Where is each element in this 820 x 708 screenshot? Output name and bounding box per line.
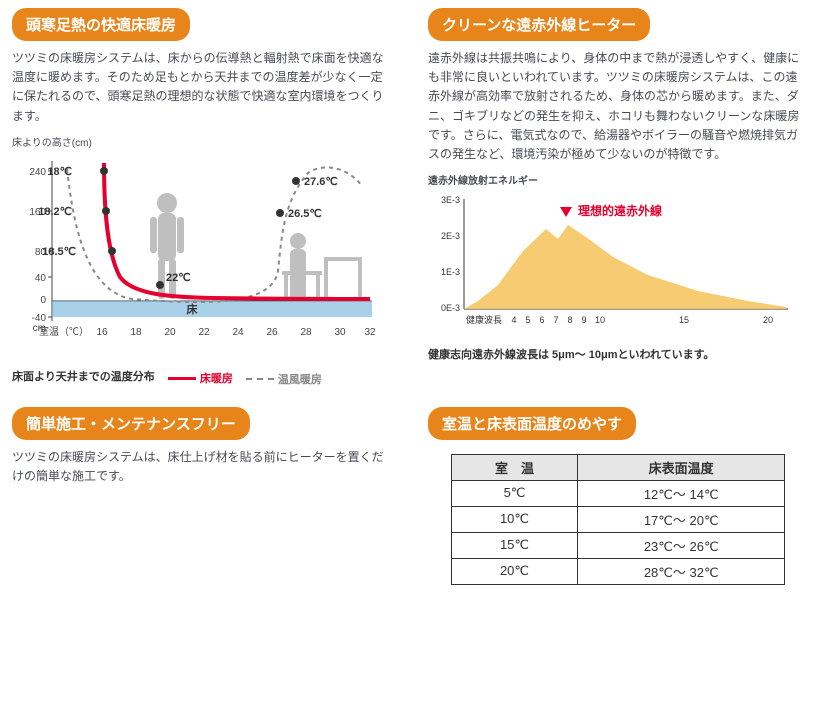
svg-text:18.2℃: 18.2℃ <box>38 206 72 218</box>
svg-text:8: 8 <box>567 315 572 325</box>
svg-text:1E-3: 1E-3 <box>441 267 460 277</box>
svg-text:0E-3: 0E-3 <box>441 303 460 313</box>
svg-text:22℃: 22℃ <box>166 272 191 284</box>
section-title: クリーンな遠赤外線ヒーター <box>428 8 650 41</box>
chart-note: 健康志向遠赤外線波長は 5μm～ 10μmといわれています。 <box>428 346 808 362</box>
svg-text:7: 7 <box>553 315 558 325</box>
svg-text:24: 24 <box>232 327 244 338</box>
svg-text:健康波長: 健康波長 <box>466 314 502 325</box>
table-row: 20℃28℃～ 32℃ <box>451 558 784 584</box>
table-head-room: 室 温 <box>451 454 577 480</box>
svg-text:240: 240 <box>29 167 46 178</box>
svg-text:22: 22 <box>198 327 210 338</box>
svg-text:26: 26 <box>266 327 278 338</box>
svg-text:20: 20 <box>763 315 773 325</box>
svg-text:2E-3: 2E-3 <box>441 231 460 241</box>
table-head-floor: 床表面温度 <box>578 454 785 480</box>
svg-text:18: 18 <box>130 327 142 338</box>
svg-text:30: 30 <box>334 327 346 338</box>
section-title: 室温と床表面温度のめやす <box>428 407 636 440</box>
table-header: 室 温 床表面温度 <box>451 454 784 480</box>
legend-warm-air: 温風暖房 <box>246 371 322 387</box>
svg-text:理想的遠赤外線: 理想的遠赤外線 <box>578 203 662 218</box>
table-row: 15℃23℃～ 26℃ <box>451 532 784 558</box>
svg-text:室温（℃）: 室温（℃） <box>39 325 89 338</box>
svg-text:18℃: 18℃ <box>47 166 72 178</box>
section-title: 簡単施工・メンテナンスフリー <box>12 407 250 440</box>
svg-text:28: 28 <box>300 327 312 338</box>
svg-text:6: 6 <box>539 315 544 325</box>
svg-text:5: 5 <box>525 315 530 325</box>
svg-text:32: 32 <box>364 327 376 338</box>
section-floor-heating: 頭寒足熱の快適床暖房 ツツミの床暖房システムは、床からの伝導熱と輻射熱で床面を快… <box>12 8 392 387</box>
infrared-spectrum-chart: 3E-3 2E-3 1E-3 0E-3 理想的遠赤外線 健康波長 4 5 6 7 <box>428 189 808 342</box>
svg-text:26.5℃: 26.5℃ <box>288 208 322 220</box>
section-body: ツツミの床暖房システムは、床仕上げ材を貼る前にヒーターを置くだけの簡単な施工です… <box>12 448 392 486</box>
table-row: 10℃17℃～ 20℃ <box>451 506 784 532</box>
svg-text:0: 0 <box>40 295 46 306</box>
section-body: ツツミの床暖房システムは、床からの伝導熱と輻射熱で床面を快適な温度に暖めます。そ… <box>12 49 392 126</box>
svg-text:40: 40 <box>35 273 47 284</box>
chart-y-axis-title: 床よりの高さ(cm) <box>12 134 392 149</box>
chart-legend: 床面より天井までの温度分布 床暖房 温風暖房 <box>12 368 392 387</box>
svg-text:4: 4 <box>511 315 516 325</box>
svg-text:27.6℃: 27.6℃ <box>304 176 338 188</box>
section-temperature-table: 室温と床表面温度のめやす 室 温 床表面温度 5℃12℃～ 14℃ 10℃17℃… <box>428 407 808 585</box>
svg-text:20: 20 <box>164 327 176 338</box>
temperature-distribution-chart: 240 160 80 40 0 -40 cm <box>12 151 392 364</box>
section-title: 頭寒足熱の快適床暖房 <box>12 8 190 41</box>
legend-floor-heating: 床暖房 <box>168 370 233 386</box>
svg-text:10: 10 <box>595 315 605 325</box>
svg-text:床: 床 <box>187 302 199 316</box>
chart-title: 遠赤外線放射エネルギー <box>428 172 808 187</box>
section-body: 遠赤外線は共振共鳴により、身体の中まで熱が浸透しやすく、健康にも非常に良いといわ… <box>428 49 808 164</box>
chart-caption: 床面より天井までの温度分布 <box>12 368 155 384</box>
svg-text:9: 9 <box>581 315 586 325</box>
svg-text:15: 15 <box>679 315 689 325</box>
section-infrared: クリーンな遠赤外線ヒーター 遠赤外線は共振共鳴により、身体の中まで熱が浸透しやす… <box>428 8 808 387</box>
temperature-table: 室 温 床表面温度 5℃12℃～ 14℃ 10℃17℃～ 20℃ 15℃23℃～… <box>451 454 785 585</box>
section-easy-install: 簡単施工・メンテナンスフリー ツツミの床暖房システムは、床仕上げ材を貼る前にヒー… <box>12 407 392 585</box>
svg-text:3E-3: 3E-3 <box>441 195 460 205</box>
svg-text:18.5℃: 18.5℃ <box>42 246 76 258</box>
svg-text:16: 16 <box>96 327 108 338</box>
table-row: 5℃12℃～ 14℃ <box>451 480 784 506</box>
